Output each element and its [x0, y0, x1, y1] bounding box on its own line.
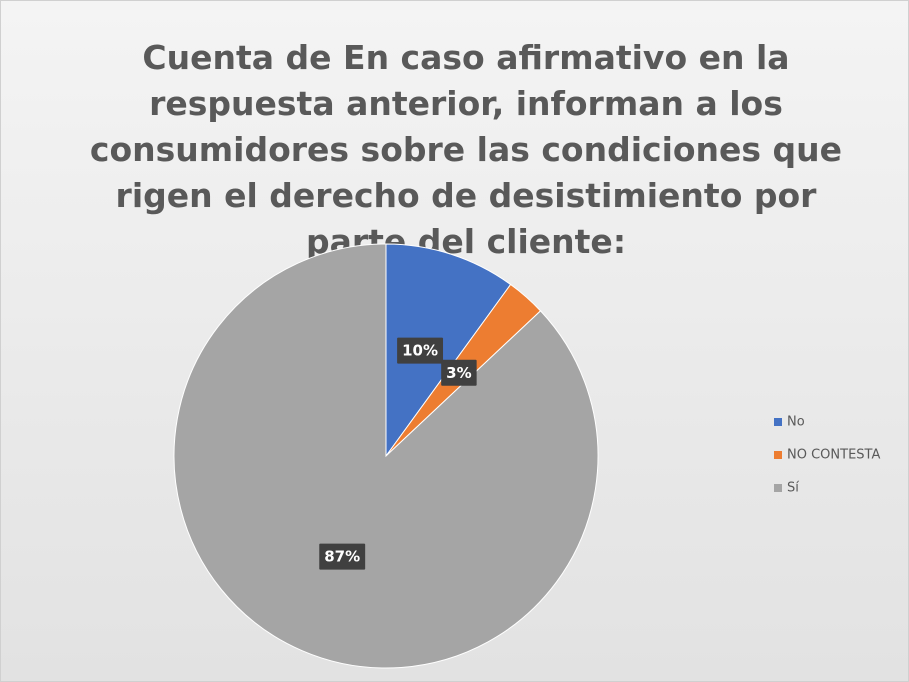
- data-label: 87%: [319, 543, 366, 570]
- data-label-text: 10%: [402, 342, 438, 360]
- data-label-box: [441, 359, 477, 386]
- pie-slice: [173, 243, 599, 669]
- legend-label: NO CONTESTA: [787, 448, 880, 463]
- legend-label: Sí: [787, 481, 799, 496]
- data-label-text: 3%: [446, 364, 471, 382]
- legend-marker: [774, 418, 782, 426]
- legend-label: No: [787, 415, 805, 430]
- chart-title: Cuenta de En caso afirmativo en la respu…: [89, 38, 843, 261]
- legend-marker: [774, 484, 782, 492]
- legend-marker: [774, 451, 782, 459]
- data-label-box: [319, 543, 366, 570]
- data-label: 10%: [397, 337, 444, 364]
- data-label-box: [397, 337, 444, 364]
- data-label-text: 87%: [324, 548, 360, 566]
- data-label: 3%: [441, 359, 477, 386]
- pie-slice: [385, 243, 512, 458]
